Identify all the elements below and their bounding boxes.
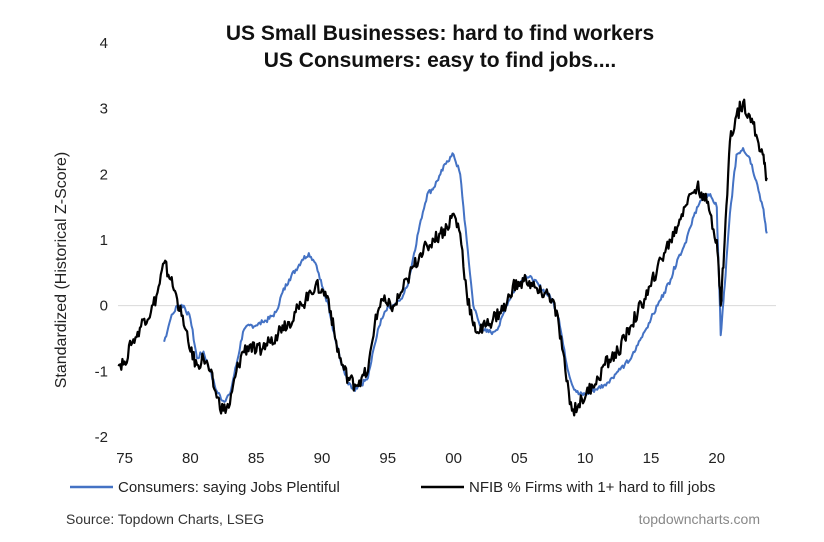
series-line-nfib [117,98,768,417]
x-tick-label: 15 [643,450,660,467]
y-tick-label: -1 [95,363,108,380]
x-tick-label: 75 [116,450,133,467]
series-line-consumers [163,147,768,403]
y-tick-label: 2 [100,166,108,183]
x-axis-ticks: 75 80 85 90 95 00 05 10 15 20 [116,450,725,467]
y-tick-label: 0 [100,298,108,315]
x-tick-label: 85 [248,450,265,467]
chart-title-line-1: US Small Businesses: hard to find worker… [226,22,654,45]
x-tick-label: 90 [314,450,331,467]
x-tick-label: 00 [445,450,462,467]
brand-url: topdowncharts.com [639,511,760,527]
y-axis-ticks: -2 -1 0 1 2 3 4 [95,35,108,446]
chart-title-line-2: US Consumers: easy to find jobs.... [264,49,616,72]
x-tick-label: 05 [511,450,528,467]
y-tick-label: 3 [100,101,108,118]
legend-label-consumers: Consumers: saying Jobs Plentiful [118,479,340,496]
y-tick-label: -2 [95,429,108,446]
y-axis-title: Standardized (Historical Z-Score) [53,152,70,389]
x-tick-label: 10 [577,450,594,467]
y-tick-label: 4 [100,35,108,52]
x-tick-label: 80 [182,450,199,467]
legend: Consumers: saying Jobs Plentiful NFIB % … [70,479,715,496]
legend-label-nfib: NFIB % Firms with 1+ hard to fill jobs [469,479,715,496]
x-tick-label: 20 [708,450,725,467]
source-note: Source: Topdown Charts, LSEG [66,511,264,527]
y-tick-label: 1 [100,232,108,249]
series-lines [117,98,768,417]
x-tick-label: 95 [379,450,396,467]
